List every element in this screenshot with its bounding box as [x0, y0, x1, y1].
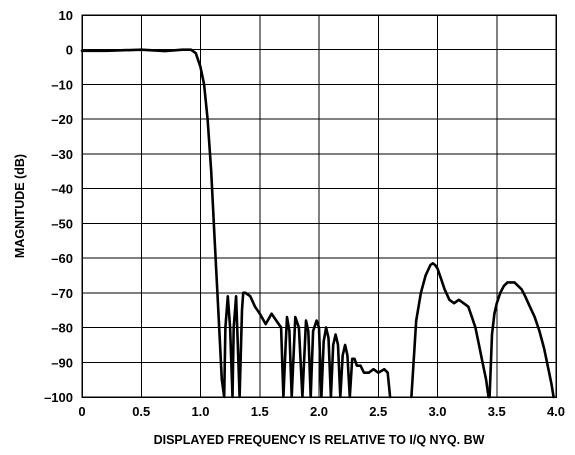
y-tick-label: –70 [51, 286, 73, 301]
y-tick-label: –30 [51, 147, 73, 162]
x-tick-label: 0.5 [132, 404, 150, 419]
series-line-1 [410, 262, 491, 399]
y-tick-labels: 10 0 –10 –20 –30 –40 –50 –60 –70 –80 –90 –100 [44, 8, 73, 405]
y-tick-label: 10 [59, 8, 73, 23]
x-axis-label: DISPLAYED FREQUENCY IS RELATIVE TO I/Q N… [154, 433, 485, 447]
y-tick-label: –100 [44, 390, 73, 405]
x-tick-label: 0 [78, 404, 85, 419]
y-tick-label: –10 [51, 77, 73, 92]
y-tick-label: –50 [51, 216, 73, 231]
x-tick-label: 1.0 [191, 404, 209, 419]
y-tick-label: 0 [66, 43, 73, 58]
series-group [80, 48, 555, 399]
y-tick-label: –20 [51, 112, 73, 127]
series-line-0 [80, 48, 392, 399]
y-tick-label: –90 [51, 355, 73, 370]
x-tick-label: 3.0 [428, 404, 446, 419]
y-tick-label: –80 [51, 321, 73, 336]
y-axis-label: MAGNITUDE (dB) [13, 154, 27, 258]
x-tick-label: 4.0 [547, 404, 565, 419]
x-tick-label: 1.5 [251, 404, 269, 419]
x-tick-label: 3.5 [488, 404, 506, 419]
x-tick-label: 2.5 [369, 404, 387, 419]
x-tick-label: 2.0 [310, 404, 328, 419]
y-tick-label: –60 [51, 251, 73, 266]
y-tick-label: –40 [51, 182, 73, 197]
x-tick-labels: 0 0.5 1.0 1.5 2.0 2.5 3.0 3.5 4.0 [78, 404, 565, 419]
plot-frame [81, 14, 557, 398]
series-line-2 [488, 281, 555, 399]
